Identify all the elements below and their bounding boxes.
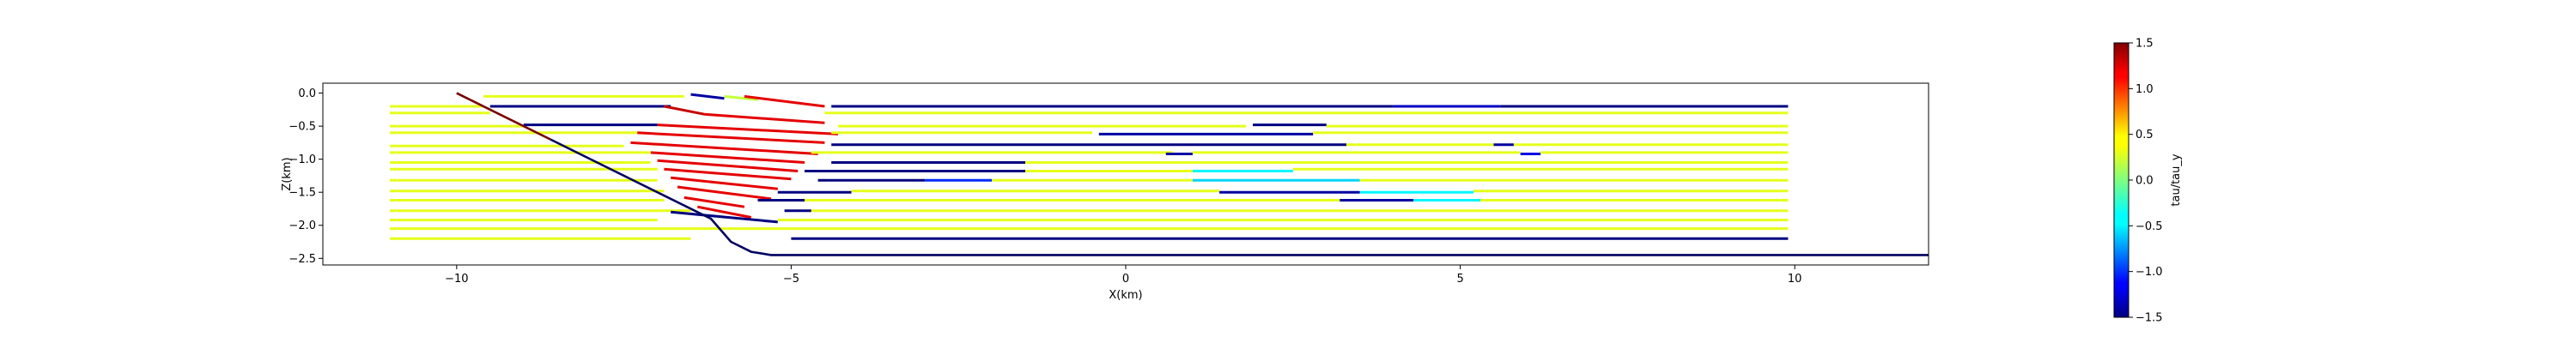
colorbar <box>2113 42 2129 318</box>
series-line-5 <box>389 151 1789 164</box>
x-tick-label: 5 <box>1456 273 1463 286</box>
series-segment <box>677 185 772 201</box>
series-line-0 <box>389 93 1789 108</box>
series-segment <box>697 205 751 219</box>
series-segment <box>703 112 825 124</box>
y-axis-label: Z(km) <box>281 157 294 190</box>
series-segment <box>637 131 825 144</box>
series-line-8 <box>389 176 1789 190</box>
x-tick-label: −5 <box>783 273 799 286</box>
y-tick-label: −0.5 <box>289 121 316 134</box>
series-segment <box>671 210 778 224</box>
colorbar-tick-label: 0.0 <box>2136 175 2154 188</box>
colorbar-tick-label: −1.0 <box>2136 266 2163 279</box>
colorbar-tick-label: 1.5 <box>2136 38 2154 51</box>
colorbar-tick-label: −0.5 <box>2136 220 2163 233</box>
fault-line <box>456 92 551 141</box>
series-segment <box>657 159 799 172</box>
y-tick-label: −2.5 <box>289 253 316 266</box>
series-segment <box>657 123 839 135</box>
series-line-1 <box>389 105 1789 124</box>
colorbar-tick-label: 0.5 <box>2136 129 2154 141</box>
series-segment <box>744 94 825 108</box>
series-line-3 <box>389 131 1789 144</box>
series-segment <box>664 167 792 181</box>
colorbar-label: tau/tau_y <box>2170 153 2183 206</box>
series-line-12 <box>389 210 1789 224</box>
series-segment <box>683 196 745 208</box>
series-line-9 <box>389 185 1789 201</box>
colorbar-tick-label: 1.0 <box>2136 83 2154 96</box>
series-segment <box>724 94 758 101</box>
plot-area <box>389 92 1929 256</box>
y-tick-label: −1.0 <box>289 153 316 166</box>
colorbar-tick-label: −1.5 <box>2136 312 2163 325</box>
y-tick-label: −2.0 <box>289 220 316 232</box>
series-line-11 <box>389 205 1789 219</box>
x-tick-label: 0 <box>1122 273 1129 286</box>
series-segment <box>671 176 778 190</box>
y-tick-label: −1.5 <box>289 187 316 200</box>
series-segment <box>664 105 705 116</box>
series-segment <box>650 151 805 164</box>
series-line-4 <box>389 141 1789 155</box>
series-line-7 <box>389 167 1789 181</box>
x-axis-label: X(km) <box>1109 289 1142 302</box>
series-segment <box>690 93 725 100</box>
base-boundary-line <box>550 138 1929 256</box>
series-line-2 <box>389 123 1789 135</box>
y-axis-ticks: 0.0 −0.5 −1.0 −1.5 −2.0 −2.5 <box>289 87 323 266</box>
series-line-10 <box>389 196 1789 208</box>
colorbar-ticks: 1.5 1.0 0.5 0.0 −0.5 −1.0 −1.5 <box>2129 38 2163 325</box>
y-tick-label: 0.0 <box>298 87 316 100</box>
x-tick-label: 10 <box>1788 273 1802 286</box>
series-line-6 <box>389 159 1789 172</box>
series-segment <box>630 141 818 155</box>
x-tick-label: −10 <box>445 273 468 286</box>
x-axis-ticks: −10 −5 0 5 10 <box>445 265 1801 286</box>
